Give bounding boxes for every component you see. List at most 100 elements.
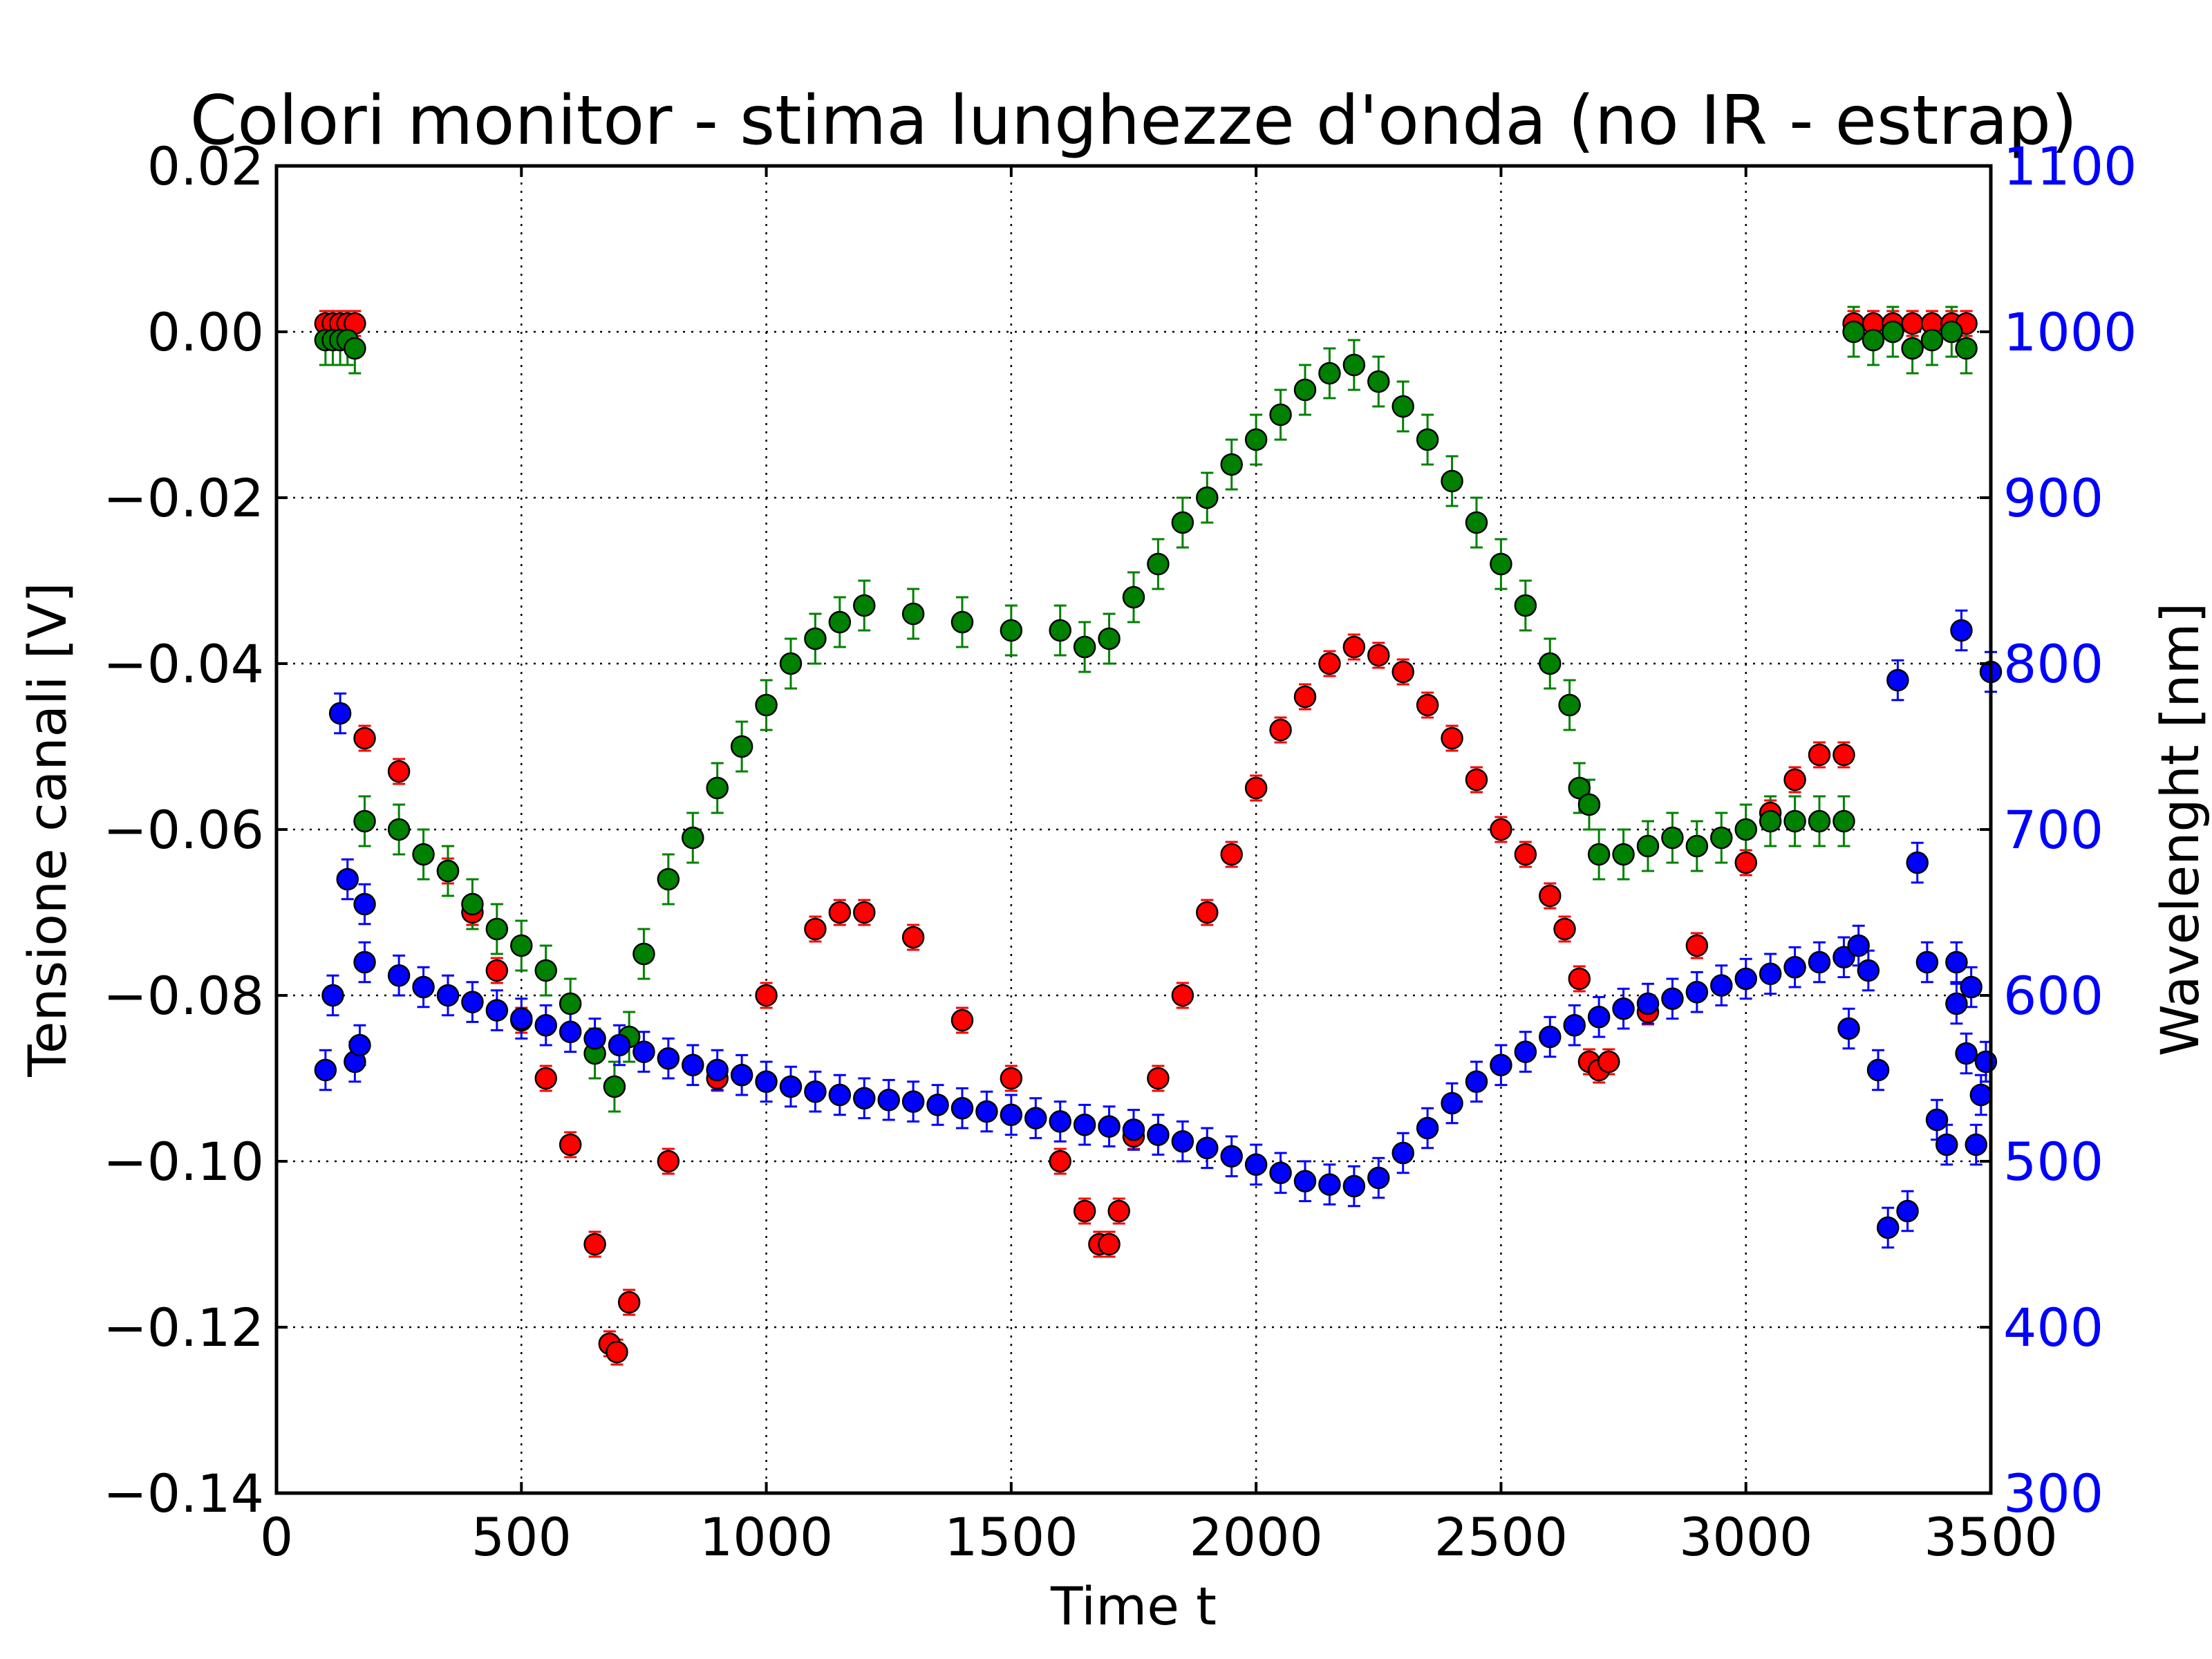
- data-point: [1783, 955, 1806, 979]
- data-point: [1342, 635, 1366, 659]
- data-point: [1808, 743, 1831, 767]
- data-point: [1367, 1166, 1390, 1190]
- chart-title: Colori monitor - stima lunghezze d'onda …: [190, 82, 2077, 160]
- data-point: [353, 727, 376, 750]
- y2-tick-label: 800: [2003, 633, 2103, 695]
- x-tick-label: 3000: [1679, 1506, 1812, 1568]
- data-point: [950, 1009, 974, 1032]
- data-point: [1196, 486, 1219, 509]
- data-point: [730, 1063, 753, 1087]
- data-point: [755, 1070, 778, 1094]
- data-point: [1441, 1091, 1463, 1115]
- data-point: [1367, 644, 1390, 667]
- data-point: [559, 1020, 582, 1044]
- data-point: [1107, 1199, 1130, 1223]
- data-point: [1759, 809, 1782, 833]
- data-point: [1685, 834, 1709, 858]
- data-point: [1685, 980, 1709, 1004]
- data-point: [1965, 1133, 1987, 1156]
- data-point: [314, 1058, 337, 1082]
- data-point: [1710, 826, 1733, 850]
- data-point: [1935, 1133, 1958, 1156]
- data-point: [1886, 668, 1909, 692]
- data-point: [804, 917, 827, 941]
- data-point: [1269, 718, 1292, 742]
- data-point: [1876, 1216, 1900, 1239]
- data-point: [632, 1040, 655, 1063]
- y2-tick-label: 500: [2003, 1131, 2103, 1192]
- data-point: [353, 809, 376, 833]
- data-point: [1367, 370, 1390, 393]
- data-point: [1577, 793, 1601, 816]
- data-point: [1514, 843, 1537, 866]
- data-point: [1945, 992, 1968, 1015]
- data-point: [387, 818, 411, 841]
- data-point: [617, 1291, 641, 1314]
- data-point: [657, 1150, 680, 1173]
- data-point: [387, 964, 411, 987]
- data-point: [1612, 997, 1635, 1020]
- y-tick-label: 0.00: [147, 301, 264, 363]
- data-point: [1196, 1136, 1219, 1160]
- data-point: [1915, 950, 1939, 974]
- data-point: [706, 1058, 729, 1082]
- data-point: [603, 1075, 626, 1098]
- data-point: [559, 1133, 582, 1156]
- data-point: [510, 934, 533, 957]
- data-point: [877, 1088, 900, 1112]
- data-point: [901, 1090, 925, 1113]
- data-point: [1269, 403, 1292, 427]
- y-tick-label: −0.14: [103, 1463, 264, 1524]
- data-point: [657, 1047, 680, 1070]
- data-point: [1661, 826, 1684, 850]
- data-point: [1759, 962, 1782, 986]
- data-point: [412, 843, 435, 866]
- data-point: [1391, 395, 1414, 418]
- data-point: [1862, 328, 1885, 352]
- data-point: [1587, 843, 1611, 866]
- data-point: [1974, 1050, 1998, 1074]
- data-point: [1171, 511, 1194, 534]
- data-point: [901, 602, 925, 626]
- data-point: [1318, 362, 1341, 385]
- data-point: [1808, 809, 1831, 833]
- data-point: [1342, 1174, 1366, 1198]
- data-point: [1122, 1118, 1145, 1141]
- data-point: [485, 917, 509, 941]
- data-point: [1906, 851, 1929, 874]
- data-point: [1514, 1040, 1537, 1063]
- data-point: [1568, 776, 1591, 800]
- data-point: [387, 760, 411, 783]
- data-point: [1049, 1110, 1071, 1133]
- data-point: [353, 892, 376, 916]
- data-point: [1073, 1199, 1096, 1223]
- data-point: [1147, 1067, 1170, 1090]
- data-point: [485, 999, 509, 1022]
- data-point: [1342, 353, 1366, 377]
- data-point: [901, 926, 925, 949]
- x-tick-label: 1000: [700, 1506, 833, 1568]
- data-point: [1734, 851, 1757, 874]
- data-point: [348, 1033, 371, 1057]
- data-point: [1244, 776, 1268, 800]
- data-point: [1734, 967, 1757, 991]
- data-point: [1783, 809, 1806, 833]
- data-point: [828, 610, 852, 634]
- data-point: [853, 1087, 876, 1110]
- data-point: [1553, 917, 1576, 941]
- data-point: [1960, 975, 1983, 999]
- data-point: [828, 1083, 852, 1107]
- data-point: [1073, 1113, 1096, 1136]
- data-point: [1293, 685, 1317, 709]
- data-point: [1293, 378, 1317, 402]
- data-point: [1318, 652, 1341, 675]
- data-point: [583, 1027, 606, 1050]
- data-point: [353, 950, 376, 974]
- data-point: [1539, 884, 1562, 908]
- data-point: [1465, 768, 1488, 791]
- data-point: [1833, 946, 1855, 969]
- data-point: [1171, 984, 1194, 1007]
- y2-axis-label: Wavelenght [nm]: [2149, 603, 2211, 1057]
- data-point: [975, 1100, 998, 1123]
- data-point: [1416, 693, 1439, 717]
